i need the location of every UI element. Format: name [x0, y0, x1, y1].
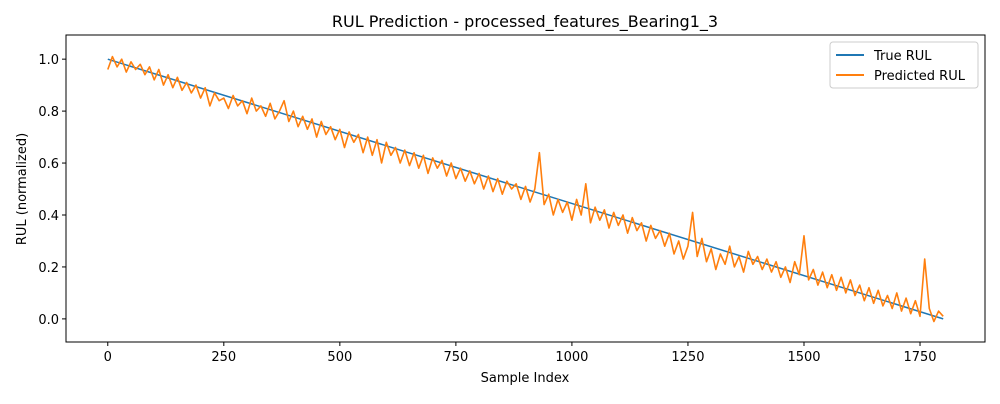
y-axis: 0.0 0.2 0.4 0.6 0.8 1.0 [38, 53, 66, 328]
y-tick-label: 0.4 [38, 209, 59, 224]
y-tick-label: 0.2 [38, 261, 59, 276]
x-axis: 0 250 500 750 1000 1250 1500 1750 [104, 342, 937, 365]
axes-frame [65, 34, 986, 343]
x-axis-label: Sample Index [481, 371, 570, 386]
chart-title: RUL Prediction - processed_features_Bear… [332, 12, 718, 32]
x-tick-label: 750 [443, 350, 468, 365]
series-line-predicted-rul [107, 55, 944, 323]
legend-box [829, 41, 979, 89]
y-tick-label: 0.8 [38, 105, 59, 120]
x-tick-label: 1250 [671, 350, 704, 365]
legend-label: Predicted RUL [874, 69, 966, 84]
x-tick-label: 250 [211, 350, 236, 365]
y-axis-label: RUL (normalized) [15, 133, 30, 245]
x-tick-label: 1750 [903, 350, 936, 365]
y-tick-label: 1.0 [38, 53, 59, 68]
x-tick-label: 500 [327, 350, 352, 365]
y-tick-label: 0.6 [38, 157, 59, 172]
x-tick-label: 1500 [787, 350, 820, 365]
x-tick-label: 1000 [555, 350, 588, 365]
x-tick-label: 0 [104, 350, 112, 365]
legend-label: True RUL [873, 49, 932, 64]
plot-area [107, 55, 944, 323]
y-tick-label: 0.0 [38, 313, 59, 328]
legend: True RUL Predicted RUL [829, 41, 979, 89]
